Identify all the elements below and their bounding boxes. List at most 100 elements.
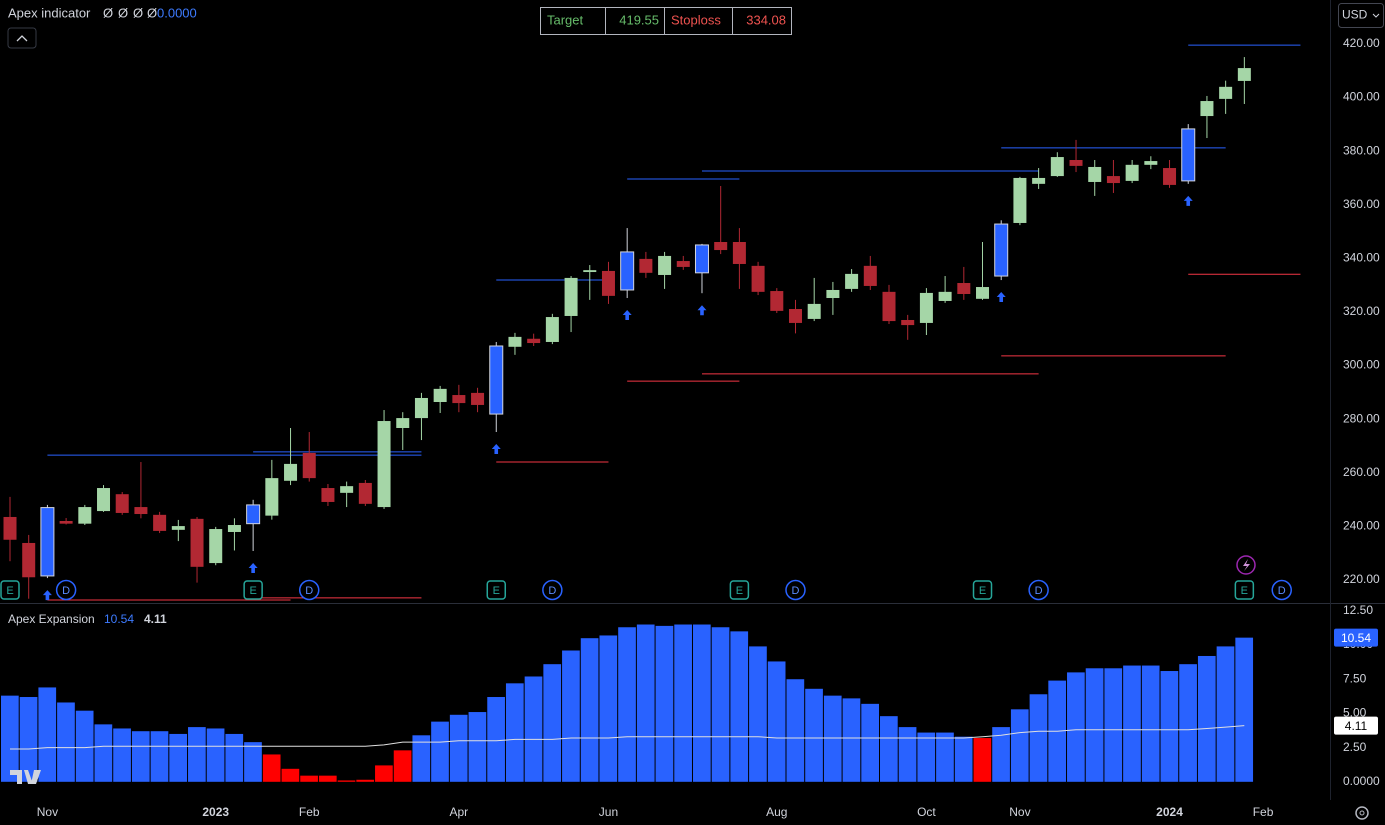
histogram-bar	[412, 735, 431, 782]
candle-body	[807, 303, 821, 319]
dividend-marker	[298, 579, 320, 601]
histogram-bar	[300, 775, 318, 782]
histogram-bar	[1179, 664, 1197, 782]
x-tick-label: Oct	[917, 805, 936, 819]
candle-body	[115, 494, 129, 513]
candle-body	[564, 277, 578, 316]
histogram-bar	[618, 627, 636, 782]
earnings-marker	[0, 580, 20, 600]
histogram-bar	[749, 646, 767, 782]
table-frame	[540, 7, 792, 35]
candle-body	[957, 283, 971, 294]
y-tick-label: 380.00	[1343, 143, 1380, 157]
y-tick-label: 360.00	[1343, 197, 1380, 211]
x-tick-label: Feb	[1253, 805, 1274, 819]
histogram-bar	[1104, 668, 1123, 782]
candle-body	[209, 529, 223, 564]
histogram-bar	[356, 779, 375, 782]
histogram-bar	[1141, 665, 1160, 782]
event-label: E	[736, 585, 743, 597]
x-tick-label: 2023	[202, 805, 229, 819]
histogram-bar	[431, 721, 449, 782]
candle-body	[601, 270, 615, 296]
x-tick-label: 2024	[1156, 805, 1183, 819]
candle-body	[882, 291, 896, 322]
histogram-bar	[188, 727, 206, 782]
indicator-reading: 0.0000	[157, 5, 197, 20]
pane-value: 4.11	[144, 612, 167, 626]
header: Apex indicator Ø Ø Ø Ø 0.0000	[7, 5, 197, 49]
histogram-bar	[281, 768, 300, 782]
candle-body	[845, 273, 859, 289]
currency-button[interactable]: USD	[1338, 3, 1384, 28]
earnings-marker	[486, 580, 507, 600]
histogram-bar	[1235, 637, 1254, 782]
x-tick-label: Nov	[1009, 805, 1030, 819]
tv-logo	[10, 770, 41, 784]
collapse-icon	[16, 35, 28, 42]
histogram-bar	[1085, 668, 1104, 782]
candle-body	[732, 242, 746, 264]
histogram-bar	[262, 754, 281, 782]
lightning-icon	[1243, 559, 1250, 571]
candle-body	[340, 486, 354, 493]
currency-label[interactable]: USD	[1342, 8, 1368, 22]
histogram-bar	[1029, 694, 1048, 782]
candle-body	[246, 504, 261, 525]
currency-box[interactable]	[1338, 3, 1384, 28]
histogram-bar	[1010, 709, 1029, 782]
dividend-marker	[542, 579, 563, 601]
histogram-bar	[917, 732, 936, 782]
candle-body	[134, 507, 148, 515]
gear-icon[interactable]	[1355, 806, 1369, 820]
signal-arrow	[697, 305, 707, 316]
histogram-bar	[524, 676, 543, 782]
lower-header: Apex Expansion 10.54 4.11	[8, 612, 167, 626]
histogram-bar	[19, 697, 38, 782]
histogram-bar	[562, 650, 580, 782]
histogram-bar	[131, 731, 150, 782]
event-label: D	[548, 585, 556, 597]
candle-body	[694, 244, 709, 274]
candle-body	[788, 309, 802, 323]
y-tick-label: 7.50	[1343, 671, 1367, 685]
candle-body	[863, 265, 877, 286]
earnings-marker	[972, 580, 993, 600]
histogram-bar	[75, 710, 94, 782]
candle-body	[919, 292, 933, 323]
signal-arrow	[622, 310, 632, 321]
earnings-marker	[729, 580, 750, 600]
y-tick-label: 320.00	[1343, 304, 1380, 318]
candle-body	[1219, 86, 1233, 99]
histogram-bar	[786, 679, 805, 782]
y-tick-label: 240.00	[1343, 519, 1380, 533]
candle-body	[639, 258, 653, 273]
x-tick-label: Jun	[599, 805, 618, 819]
histogram-bar	[898, 727, 917, 782]
histogram-bar	[318, 775, 337, 782]
candle-body	[471, 392, 485, 405]
histogram-bar	[206, 728, 225, 782]
candle-body	[358, 482, 372, 504]
candle-body	[938, 291, 952, 301]
settings-button[interactable]	[1355, 806, 1369, 820]
signal-arrow	[491, 444, 501, 455]
histogram-bar	[767, 661, 786, 782]
y-tick-label: 5.00	[1343, 706, 1367, 720]
event-label: D	[62, 585, 70, 597]
collapse-button[interactable]	[7, 27, 37, 49]
y-tick-label: 400.00	[1343, 90, 1380, 104]
histogram-bar	[880, 716, 898, 782]
histogram-bar	[468, 712, 487, 782]
candle-body	[545, 317, 559, 342]
candle-body	[377, 421, 391, 508]
candle-body	[901, 319, 915, 326]
candle-body	[1106, 176, 1120, 184]
histogram-bar	[505, 683, 524, 782]
histogram-bar	[1123, 665, 1141, 782]
histogram-bar	[636, 624, 655, 782]
dividend-marker	[785, 579, 806, 601]
dividend-marker	[1271, 579, 1292, 601]
